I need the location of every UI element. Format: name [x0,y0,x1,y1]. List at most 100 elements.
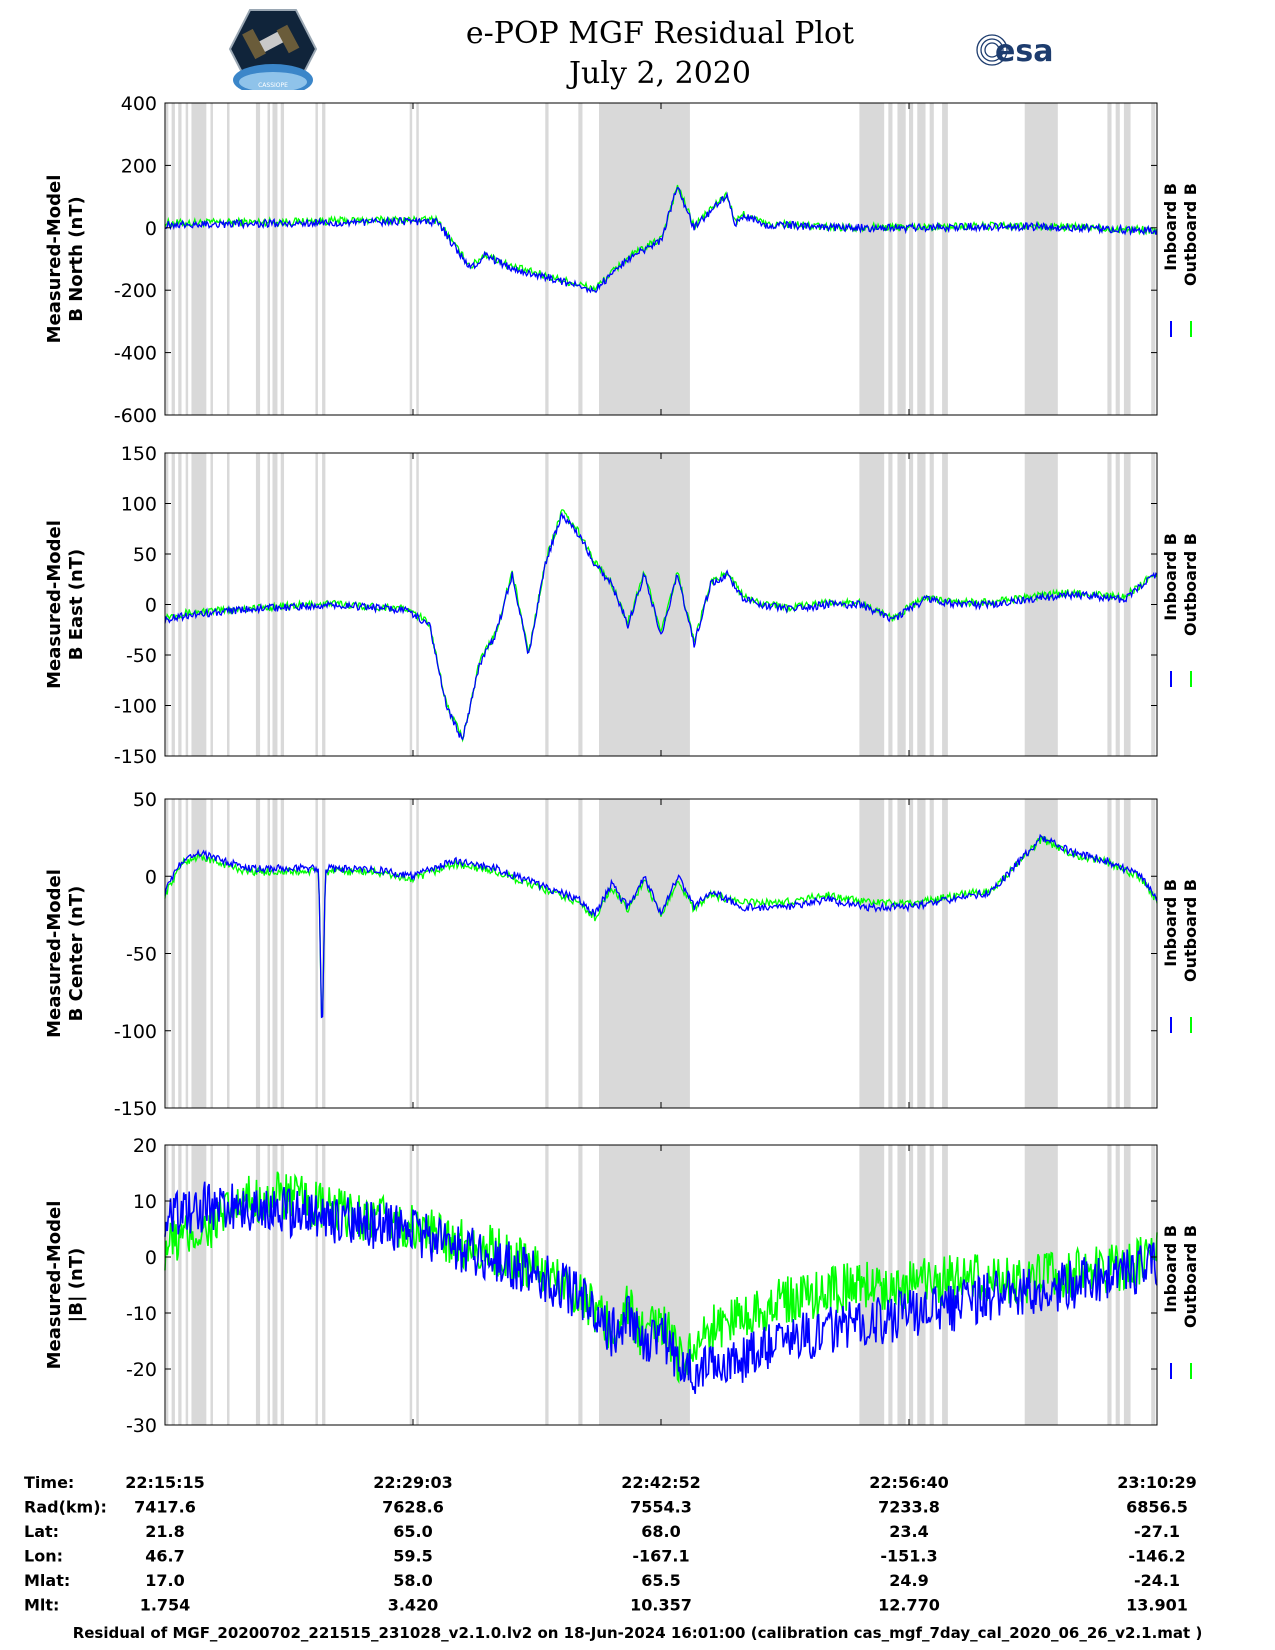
ephemeris-row-label: Mlt: [24,1596,59,1615]
ephemeris-value: 65.0 [393,1522,432,1541]
shaded-interval-3-8 [267,1145,270,1425]
shaded-interval-0-15 [545,103,549,415]
ephemeris-value: -167.1 [632,1547,689,1566]
ephemeris-value: 13.901 [1126,1596,1188,1615]
shaded-interval-2-11 [315,799,318,1108]
shaded-interval-3-9 [272,1145,278,1425]
shaded-interval-2-10 [280,799,285,1108]
shaded-interval-1-8 [267,453,270,756]
ephemeris-value: 7233.8 [878,1498,940,1517]
shaded-interval-1-14 [416,453,419,756]
legend-entry: Inboard B [1161,879,1180,967]
shaded-interval-1-13 [409,453,413,756]
legend-entry: Outboard B [1181,183,1200,286]
shaded-interval-0-19 [888,103,893,415]
shaded-interval-2-19 [888,799,893,1108]
ephemeris-value: -151.3 [880,1547,937,1566]
shaded-interval-0-0 [165,103,169,415]
time-tick-label: 22:42:52 [621,1473,701,1492]
shaded-interval-2-18 [859,799,885,1108]
y-tick-label: 20 [133,1135,157,1157]
y-tick-label: 50 [133,789,157,811]
esa-logo: esa [976,34,1053,69]
ephemeris-value: 17.0 [145,1571,184,1590]
shaded-interval-0-24 [942,103,948,415]
shaded-interval-1-5 [210,453,213,756]
y-tick-label: -50 [126,645,157,667]
shaded-interval-0-9 [272,103,278,415]
shaded-interval-2-8 [267,799,270,1108]
shaded-interval-0-23 [929,103,934,415]
ephemeris-row-label: Mlat: [24,1571,70,1590]
shaded-interval-0-17 [599,103,690,415]
ephemeris-value: 59.5 [393,1547,432,1566]
shaded-interval-2-16 [578,799,583,1108]
shaded-interval-3-29 [1151,1145,1156,1425]
shaded-interval-2-26 [1107,799,1112,1108]
y-tick-label: -20 [126,1359,157,1381]
shaded-interval-2-6 [227,799,230,1108]
shaded-interval-0-11 [315,103,318,415]
shaded-interval-3-13 [409,1145,413,1425]
shaded-interval-1-17 [599,453,690,756]
shaded-interval-1-23 [929,453,934,756]
shaded-interval-1-15 [545,453,549,756]
shaded-interval-1-26 [1107,453,1112,756]
legend-entry: Outboard B [1181,1225,1200,1328]
shaded-interval-3-0 [165,1145,169,1425]
y-tick-label: 50 [133,544,157,566]
ephemeris-value: 7417.6 [134,1498,196,1517]
y-tick-label: 400 [121,93,157,115]
shaded-interval-2-21 [909,799,914,1108]
shaded-interval-2-7 [255,799,261,1108]
shaded-interval-2-14 [416,799,419,1108]
series-line-inboard-3 [164,1181,1158,1395]
shaded-interval-0-10 [280,103,285,415]
shaded-interval-3-11 [315,1145,318,1425]
shaded-interval-3-3 [185,1145,189,1425]
ephemeris-value: 65.5 [641,1571,680,1590]
ephemeris-value: 3.420 [388,1596,439,1615]
shaded-interval-3-2 [178,1145,182,1425]
time-tick-label: 23:10:29 [1117,1473,1197,1492]
shaded-interval-2-22 [917,799,926,1108]
ephemeris-value: -24.1 [1134,1571,1180,1590]
series-line-outboard-2 [164,835,1158,1018]
shaded-interval-1-27 [1115,453,1120,756]
shaded-interval-0-12 [322,103,326,415]
title-line-2: July 2, 2020 [569,56,751,91]
title-line-1: e-POP MGF Residual Plot [465,16,855,51]
shaded-interval-0-7 [255,103,261,415]
y-tick-label: 150 [121,443,157,465]
series-line-inboard-1 [164,511,1158,741]
y-axis-label: Measured-ModelB East (nT) [44,520,87,689]
y-tick-label: 10 [133,1191,157,1213]
shaded-interval-2-9 [272,799,278,1108]
footer-caption: Residual of MGF_20200702_221515_231028_v… [72,1624,1203,1642]
shaded-interval-3-22 [917,1145,926,1425]
legend-entry: Inboard B [1161,183,1180,271]
shaded-interval-0-25 [1024,103,1058,415]
series-line-inboard-0 [164,186,1158,294]
shaded-interval-0-13 [409,103,413,415]
y-tick-label: -600 [114,405,157,427]
ephemeris-value: 6856.5 [1126,1498,1188,1517]
shaded-interval-3-7 [255,1145,261,1425]
shaded-interval-0-20 [897,103,906,415]
shaded-interval-2-20 [897,799,906,1108]
shaded-interval-3-15 [545,1145,549,1425]
shaded-interval-2-5 [210,799,213,1108]
y-axis-label: Measured-Model|B| (nT) [44,1201,87,1370]
esa-logo-text: esa [995,34,1053,69]
shaded-interval-2-4 [191,799,207,1108]
series-line-outboard-3 [164,1171,1158,1385]
shaded-interval-0-1 [171,103,175,415]
ephemeris-value: 7628.6 [382,1498,444,1517]
y-tick-label: -100 [114,1021,157,1043]
legend-entry: Outboard B [1181,533,1200,636]
series-line-outboard-0 [164,184,1158,293]
ephemeris-row-label: Time: [24,1473,74,1492]
ephemeris-value: 21.8 [145,1522,184,1541]
y-tick-label: -50 [126,944,157,966]
shaded-interval-3-14 [416,1145,419,1425]
